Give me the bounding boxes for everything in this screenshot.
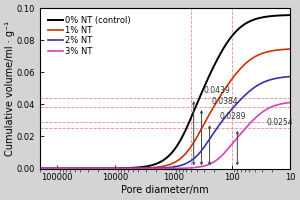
2% NT bbox=[288, 75, 292, 78]
Text: 0.0439: 0.0439 bbox=[203, 86, 230, 95]
3% NT bbox=[38, 167, 41, 170]
Line: 0% NT (control): 0% NT (control) bbox=[40, 15, 290, 168]
1% NT bbox=[167, 164, 170, 166]
3% NT bbox=[45, 167, 49, 170]
X-axis label: Pore diameter/nm: Pore diameter/nm bbox=[121, 185, 208, 195]
1% NT bbox=[275, 49, 279, 51]
1% NT bbox=[91, 167, 94, 170]
0% NT (control) bbox=[45, 167, 49, 170]
3% NT bbox=[167, 167, 170, 170]
3% NT bbox=[288, 101, 292, 104]
2% NT bbox=[91, 167, 94, 170]
Line: 3% NT: 3% NT bbox=[40, 103, 290, 168]
Line: 2% NT: 2% NT bbox=[40, 77, 290, 168]
1% NT bbox=[45, 167, 49, 170]
Text: 0.0384: 0.0384 bbox=[212, 97, 238, 106]
2% NT bbox=[167, 166, 170, 169]
0% NT (control) bbox=[288, 14, 292, 16]
1% NT bbox=[45, 167, 49, 170]
0% NT (control) bbox=[275, 14, 279, 17]
1% NT bbox=[38, 167, 41, 170]
1% NT bbox=[288, 48, 292, 50]
2% NT bbox=[45, 167, 49, 170]
0% NT (control) bbox=[45, 167, 49, 170]
0% NT (control) bbox=[173, 148, 177, 150]
3% NT bbox=[173, 167, 177, 170]
0% NT (control) bbox=[91, 167, 94, 170]
2% NT bbox=[45, 167, 49, 170]
3% NT bbox=[275, 104, 279, 106]
1% NT bbox=[173, 161, 177, 163]
2% NT bbox=[38, 167, 41, 170]
3% NT bbox=[91, 167, 94, 170]
0% NT (control) bbox=[38, 167, 41, 170]
Line: 1% NT: 1% NT bbox=[40, 49, 290, 168]
Y-axis label: Cumulative volume/ml · g⁻¹: Cumulative volume/ml · g⁻¹ bbox=[5, 21, 15, 156]
Text: 0.0254: 0.0254 bbox=[267, 118, 293, 127]
Legend: 0% NT (control), 1% NT, 2% NT, 3% NT: 0% NT (control), 1% NT, 2% NT, 3% NT bbox=[46, 14, 133, 57]
Text: 0.0289: 0.0289 bbox=[220, 112, 246, 121]
0% NT (control) bbox=[167, 155, 170, 158]
2% NT bbox=[173, 166, 177, 168]
3% NT bbox=[45, 167, 49, 170]
2% NT bbox=[275, 77, 279, 79]
